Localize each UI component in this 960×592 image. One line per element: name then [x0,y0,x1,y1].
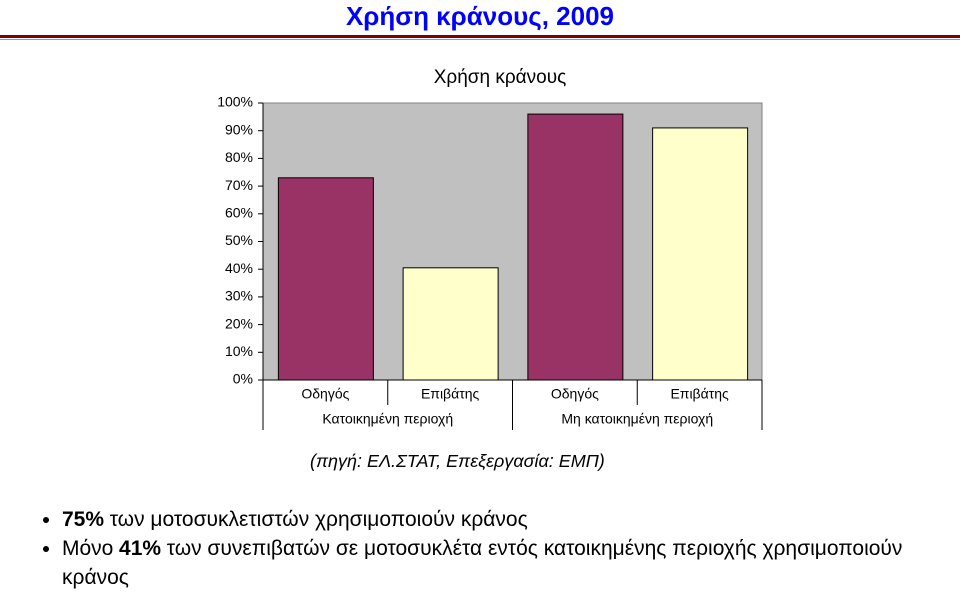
y-tick-label: 100% [217,94,253,110]
y-tick-label: 10% [225,343,253,359]
x-tick-label: Οδηγός [551,386,599,402]
x-tick-label: Επιβάτης [421,386,480,402]
y-tick-label: 30% [225,288,253,304]
x-tick-label: Επιβάτης [670,386,729,402]
bullet-text: 75% [62,508,105,531]
bullet-text: 41% [119,537,162,560]
bullet-text: των μοτοσυκλετιστών χρησιμοποιούν κράνος [109,508,528,531]
group-label: Μη κατοικημένη περιοχή [561,411,713,427]
bar [402,267,499,381]
source-note: (πηγή: ΕΛ.ΣΤΑΤ, Επεξεργασία: ΕΜΠ) [310,451,605,471]
y-tick-label: 80% [225,149,253,165]
y-tick-label: 40% [225,260,253,276]
bar [277,177,374,381]
y-tick-label: 60% [225,205,253,221]
bullet-text: Μόνο [62,537,114,560]
group-label: Κατοικημένη περιοχή [322,411,453,427]
y-tick-label: 20% [225,315,253,331]
bullet-list: 75%των μοτοσυκλετιστών χρησιμοποιούν κρά… [40,505,932,592]
y-tick-label: 50% [225,232,253,248]
bar [652,127,749,381]
bullet-text: των συνεπιβατών σε μοτοσυκλέτα εντός κατ… [62,537,903,589]
slide-title: Χρήση κράνους, 2009 [345,1,615,31]
y-tick-label: 0% [233,371,253,387]
x-tick-label: Οδηγός [301,386,349,402]
y-tick-label: 70% [225,177,253,193]
title-rule [0,35,960,38]
bullet: 75%των μοτοσυκλετιστών χρησιμοποιούν κρά… [62,505,932,534]
title-rule [0,39,960,40]
y-tick-label: 90% [225,121,253,137]
bar [527,113,624,381]
chart-title: Χρήση κράνους [434,67,567,88]
